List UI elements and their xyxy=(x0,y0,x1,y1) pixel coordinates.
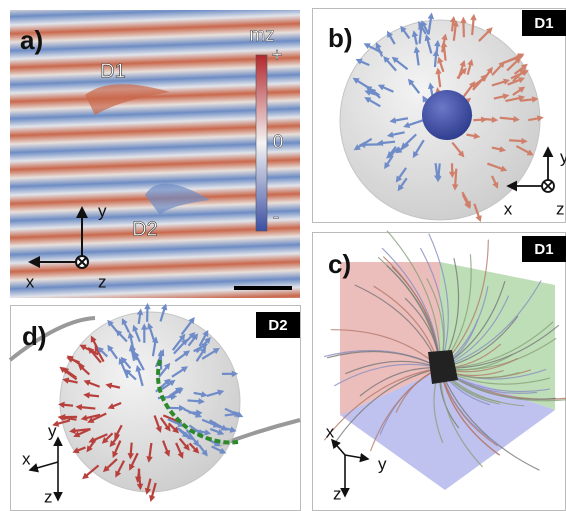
colorbar-bottom: - xyxy=(273,207,279,228)
badge-text: D1 xyxy=(534,15,553,32)
decor xyxy=(455,169,456,187)
panel-label: b) xyxy=(328,23,353,53)
axis-label: x xyxy=(22,449,31,468)
domain-label: D2 xyxy=(132,218,158,240)
core-sphere xyxy=(422,90,472,140)
decor xyxy=(79,407,95,409)
badge-text: D1 xyxy=(534,241,553,258)
axis-label: z xyxy=(98,272,107,291)
axis-label: x xyxy=(504,199,513,218)
colorbar-top: + xyxy=(271,45,282,66)
panel-label: c) xyxy=(328,249,351,279)
panel-d: D2 d) y x z xyxy=(10,303,301,511)
axis-label: z xyxy=(556,199,565,218)
badge-text: D2 xyxy=(268,317,287,334)
axis-label: y xyxy=(98,201,107,220)
panel-a: mz + 0 - a) D1 D2 y x z xyxy=(10,10,300,298)
panel-label: d) xyxy=(22,321,47,351)
axis-label: y xyxy=(560,147,566,166)
axis-label: z xyxy=(333,484,342,503)
figure: mz + 0 - a) D1 D2 y x z D1 b) y xyxy=(0,0,566,511)
colorbar-title: mz xyxy=(249,25,274,46)
panel-b: D1 b) y x z xyxy=(313,9,566,223)
sphere xyxy=(60,312,240,492)
decor xyxy=(139,469,140,487)
axis-label: z xyxy=(44,487,53,506)
axis-label: x xyxy=(326,422,335,441)
panel-c: D1 c) x y z xyxy=(313,231,566,511)
decor xyxy=(472,18,473,35)
page: {"panels": { "a": {"label": "a)", "domai… xyxy=(0,0,566,511)
axis-label: y xyxy=(48,421,57,440)
domain-label: D1 xyxy=(100,60,126,82)
colorbar-middle: 0 xyxy=(273,132,284,153)
axis-label: x xyxy=(26,272,35,291)
panel-label: a) xyxy=(20,25,43,55)
colorbar xyxy=(256,55,267,231)
axis-label: y xyxy=(378,454,387,473)
